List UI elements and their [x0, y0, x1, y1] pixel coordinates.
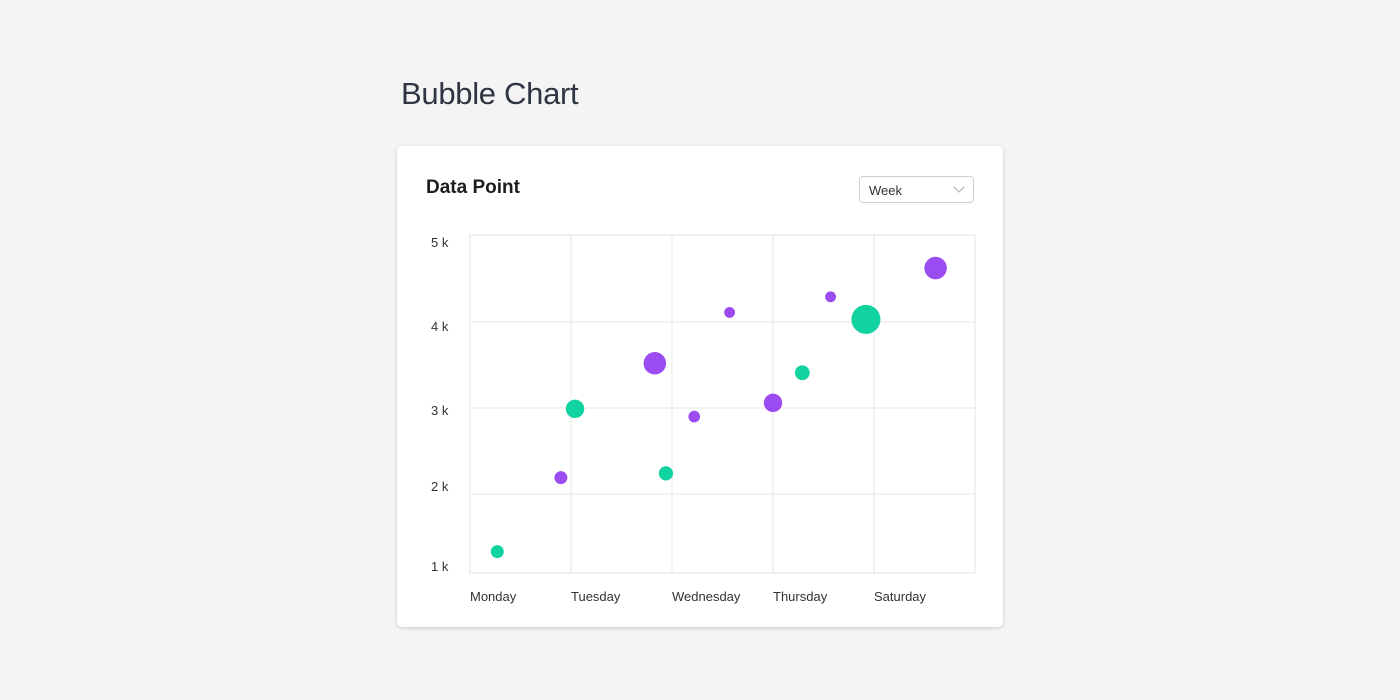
period-select-value: Week [869, 183, 902, 198]
chart-card: Data Point Week 1 k 2 k 3 k 4 k 5 k Monday Tu… [397, 146, 1003, 627]
y-tick-label: 3 k [431, 403, 449, 418]
y-tick-label: 5 k [431, 235, 449, 250]
x-tick-label: Tuesday [571, 589, 621, 604]
x-tick-label: Thursday [773, 589, 828, 604]
x-tick-label: Monday [470, 589, 517, 604]
x-axis-ticks: Monday Tuesday Wednesday Thursday Saturday [470, 589, 927, 604]
bubble-point [724, 306, 736, 318]
y-tick-label: 1 k [431, 559, 449, 574]
x-tick-label: Saturday [874, 589, 927, 604]
bubble-point [565, 399, 585, 419]
y-axis-ticks: 1 k 2 k 3 k 4 k 5 k [431, 235, 449, 574]
bubble-point [658, 466, 674, 481]
page-title: Bubble Chart [401, 76, 579, 111]
bubble-point [490, 545, 504, 559]
x-tick-label: Wednesday [672, 589, 741, 604]
card-title: Data Point [426, 177, 520, 198]
bubble-point [851, 304, 881, 334]
y-tick-label: 4 k [431, 319, 449, 334]
chart-bubbles [490, 256, 947, 559]
bubble-point [643, 352, 667, 375]
y-tick-label: 2 k [431, 479, 449, 494]
bubble-point [763, 393, 783, 413]
bubble-point [554, 471, 568, 485]
bubble-point [924, 256, 947, 280]
period-select[interactable]: Week [859, 176, 974, 203]
bubble-chart: 1 k 2 k 3 k 4 k 5 k Monday Tuesday Wednesday Th… [431, 234, 976, 604]
bubble-point [794, 365, 810, 381]
bubble-point [688, 410, 701, 423]
chart-grid [469, 234, 976, 574]
bubble-point [825, 291, 837, 303]
